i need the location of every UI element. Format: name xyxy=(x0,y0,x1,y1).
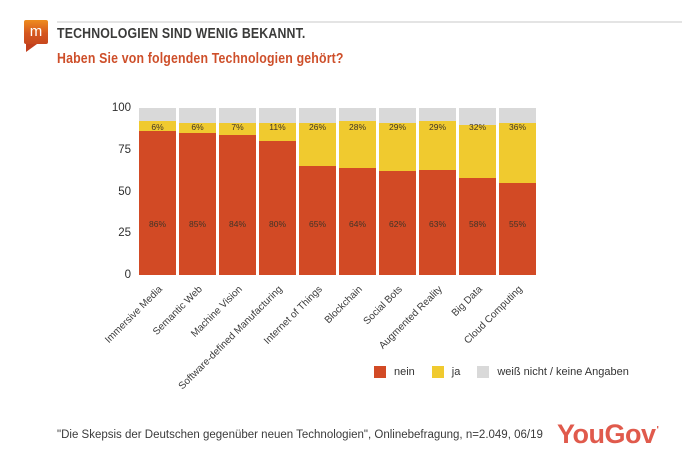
value-label-nein: 84% xyxy=(228,219,246,229)
segment-weiß xyxy=(419,108,456,122)
segment-weiß xyxy=(299,108,336,124)
segment-nein xyxy=(179,133,216,275)
segment-nein xyxy=(339,168,376,275)
value-label-nein: 55% xyxy=(508,219,526,229)
speech-bubble-logo-icon: m xyxy=(24,20,48,44)
segment-ja xyxy=(499,123,536,184)
bar-column: 55% 36% xyxy=(499,108,536,275)
legend-label: ja xyxy=(451,366,461,378)
y-tick-label: 0 xyxy=(124,269,131,281)
value-label-ja: 6% xyxy=(191,122,204,132)
y-tick-label: 25 xyxy=(118,227,131,240)
value-label-ja: 36% xyxy=(508,122,526,132)
segment-ja xyxy=(139,121,176,132)
segment-ja xyxy=(419,121,456,170)
segment-ja xyxy=(459,124,496,179)
segment-weiß xyxy=(139,108,176,122)
value-label-nein: 64% xyxy=(348,219,366,229)
segment-weiß xyxy=(379,108,416,124)
category-label: Blockchain xyxy=(322,284,365,326)
value-label-nein: 58% xyxy=(468,219,486,229)
segment-weiß xyxy=(459,108,496,125)
category-label: Semantic Web xyxy=(151,284,205,338)
segment-ja xyxy=(259,123,296,142)
value-label-ja: 28% xyxy=(348,122,366,132)
segment-ja xyxy=(219,123,256,135)
speech-bubble-tail-icon xyxy=(26,44,37,52)
category-label: Augmented Reality xyxy=(377,284,445,352)
legend-item-nein: nein xyxy=(374,366,415,378)
header-divider xyxy=(57,21,682,23)
category-label: Cloud Computing xyxy=(462,284,525,347)
value-label-nein: 85% xyxy=(188,219,206,229)
segment-ja xyxy=(379,123,416,172)
category-label: Internet of Things xyxy=(262,284,325,347)
legend-swatch-icon xyxy=(431,366,444,378)
trademark-mark: ' xyxy=(656,425,659,436)
bar-column: 65% 26% xyxy=(299,108,336,275)
value-label-nein: 62% xyxy=(388,219,406,229)
value-label-ja: 32% xyxy=(468,122,486,132)
category-label: Social Bots xyxy=(361,284,405,328)
legend-swatch-icon xyxy=(374,366,386,378)
bar-column: 80% 11% xyxy=(259,108,296,275)
bar-column: 86% 6% xyxy=(139,108,176,275)
segment-ja xyxy=(299,123,336,167)
bar-column: 64% 28% xyxy=(339,108,376,275)
legend-item-weiß: weiß nicht / keine Angaben xyxy=(477,366,629,378)
segment-nein xyxy=(379,171,416,275)
segment-weiß xyxy=(259,108,296,124)
segment-weiß xyxy=(339,108,376,122)
value-label-nein: 65% xyxy=(308,219,326,229)
survey-question: Haben Sie von folgenden Technologien geh… xyxy=(57,51,344,67)
segment-weiß xyxy=(179,108,216,124)
bar-column: 58% 32% xyxy=(459,108,496,275)
value-label-ja: 29% xyxy=(388,122,406,132)
yougov-logo: YouGov' xyxy=(557,419,659,449)
value-label-ja: 11% xyxy=(269,122,286,132)
bar-column: 85% 6% xyxy=(179,108,216,275)
segment-weiß xyxy=(499,108,536,124)
segment-ja xyxy=(179,123,216,134)
bar-column: 63% 29% xyxy=(419,108,456,275)
value-label-nein: 86% xyxy=(148,219,166,229)
bar-column: 84% 7% xyxy=(219,108,256,275)
value-label-nein: 80% xyxy=(268,219,286,229)
value-label-ja: 6% xyxy=(151,122,164,132)
segment-nein xyxy=(219,134,256,275)
value-label-ja: 7% xyxy=(231,122,244,132)
value-label-nein: 63% xyxy=(428,219,446,229)
value-label-ja: 26% xyxy=(308,122,326,132)
category-label: Big Data xyxy=(449,284,485,319)
source-note: "Die Skepsis der Deutschen gegenüber neu… xyxy=(57,429,543,441)
legend-swatch-icon xyxy=(477,366,490,378)
chart-legend: nein ja weiß nicht / keine Angaben xyxy=(374,366,629,378)
segment-nein xyxy=(299,166,336,275)
page-title: TECHNOLOGIEN SIND WENIG BEKANNT. xyxy=(57,26,306,42)
category-label: Software-defined Manufacturing xyxy=(176,284,285,393)
value-label-ja: 29% xyxy=(428,122,446,132)
segment-nein xyxy=(499,183,536,275)
segment-nein xyxy=(419,169,456,275)
segment-nein xyxy=(259,141,296,275)
legend-label: nein xyxy=(394,366,415,378)
y-tick-label: 75 xyxy=(118,143,131,156)
category-label: Machine Vision xyxy=(189,284,245,340)
segment-ja xyxy=(339,121,376,169)
y-tick-label: 100 xyxy=(111,102,131,114)
plot-area: 86% 6% 85% 6% 84% 7% 80% 11% 65% 26% 64% 28% 62% 29% 6… xyxy=(139,108,539,275)
y-tick-label: 50 xyxy=(118,185,131,198)
bar-column: 62% 29% xyxy=(379,108,416,275)
segment-nein xyxy=(139,131,176,275)
legend-item-ja: ja xyxy=(431,366,461,378)
category-label: Immersive Media xyxy=(103,284,165,346)
legend-label: weiß nicht / keine Angaben xyxy=(497,366,629,378)
segment-weiß xyxy=(219,108,256,124)
segment-nein xyxy=(459,178,496,275)
